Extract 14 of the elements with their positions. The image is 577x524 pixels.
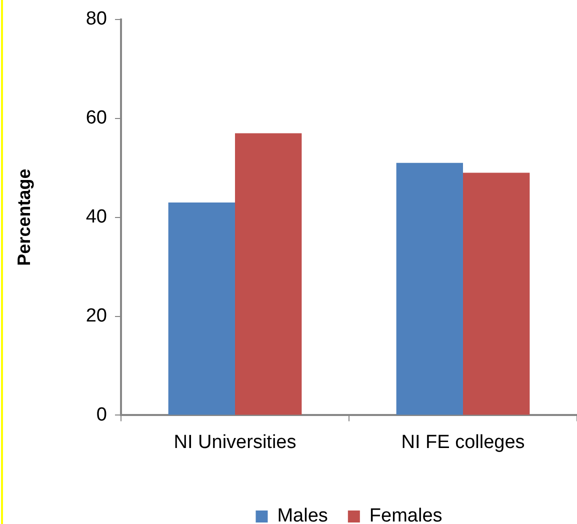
- legend-label: Females: [369, 506, 442, 524]
- x-tick-label: NI Universities: [174, 432, 296, 453]
- bar: [463, 172, 530, 415]
- y-tick-label: 60: [86, 108, 107, 129]
- x-tick-label: NI FE colleges: [401, 432, 525, 453]
- y-tick-label: 40: [86, 206, 107, 228]
- legend-label: Males: [277, 506, 328, 524]
- bar: [168, 202, 235, 415]
- bar: [235, 133, 302, 415]
- y-tick-label: 80: [86, 8, 107, 30]
- y-tick-label: 0: [96, 404, 107, 426]
- y-axis-title: Percentage: [14, 168, 34, 266]
- bar: [396, 162, 463, 415]
- y-tick-label: 20: [86, 305, 107, 326]
